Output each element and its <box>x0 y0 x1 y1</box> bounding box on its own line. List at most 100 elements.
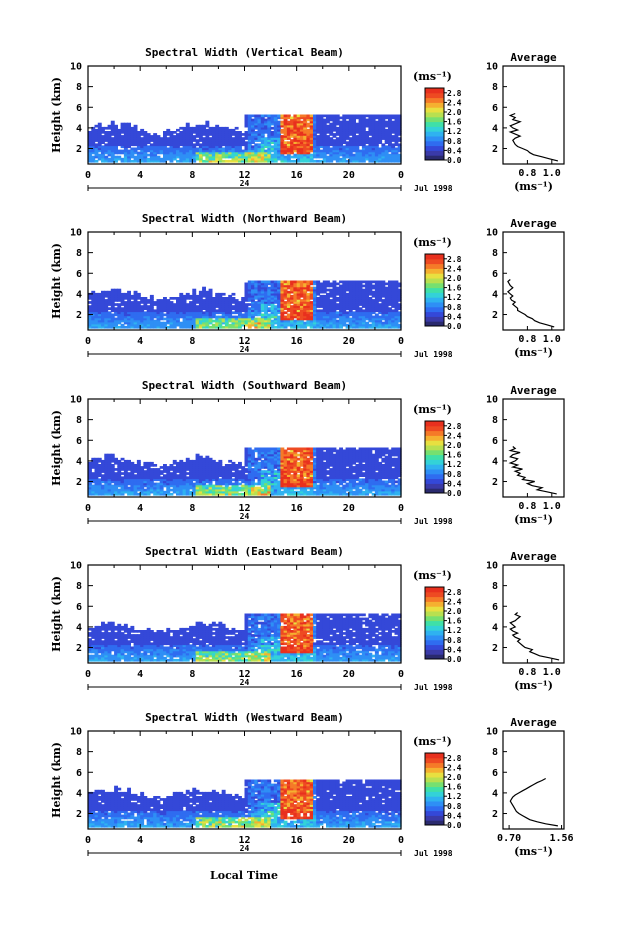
heatmap-cell <box>185 157 190 161</box>
heatmap-cell <box>153 313 158 317</box>
heatmap-cell <box>198 305 203 308</box>
heatmap-cell <box>224 325 229 329</box>
heatmap-cell <box>335 118 340 122</box>
heatmap-cell <box>205 315 210 319</box>
heatmap-cell <box>182 321 187 325</box>
heatmap-cell <box>388 120 392 124</box>
heatmap-cell <box>342 145 347 149</box>
heatmap-cell <box>339 133 343 136</box>
heatmap-cell <box>117 317 122 321</box>
heatmap-cell <box>163 470 167 473</box>
heatmap-cell <box>260 476 265 480</box>
heatmap-cell <box>257 153 262 157</box>
heatmap-cell <box>309 116 314 120</box>
heatmap-cell <box>127 317 131 321</box>
heatmap-cell <box>156 476 161 480</box>
heatmap-cell <box>182 143 187 147</box>
x-tick-label: 8 <box>189 170 195 181</box>
heatmap-cell <box>94 461 99 465</box>
heatmap-cell <box>179 486 184 490</box>
heatmap-cell <box>384 147 389 151</box>
heatmap-cell <box>257 288 262 292</box>
heatmap-cell <box>114 476 118 480</box>
heatmap-cell <box>247 323 252 327</box>
heatmap-cell <box>107 476 112 480</box>
heatmap-cell <box>286 459 291 463</box>
heatmap-cell <box>205 317 210 321</box>
heatmap-cell <box>104 319 109 323</box>
heatmap-cell <box>130 478 135 482</box>
heatmap-cell <box>264 461 268 465</box>
heatmap-cell <box>166 141 171 144</box>
heatmap-cell <box>303 478 308 482</box>
heatmap-cell <box>247 157 252 161</box>
heatmap-cell <box>156 470 161 473</box>
heatmap-cell <box>293 486 298 490</box>
heatmap-cell <box>244 288 249 292</box>
heatmap-cell <box>123 153 128 157</box>
heatmap-cell <box>110 137 115 140</box>
heatmap-cell <box>169 325 174 329</box>
heatmap-cell <box>293 484 298 488</box>
heatmap-cell <box>299 145 304 149</box>
heatmap-cell <box>378 311 383 315</box>
heatmap-cell <box>273 451 278 455</box>
heatmap-cell <box>146 311 151 315</box>
heatmap-cell <box>296 143 301 147</box>
heatmap-cell <box>277 143 281 147</box>
heatmap-cell <box>238 307 242 310</box>
heatmap-cell <box>202 476 206 480</box>
heatmap-cell <box>309 128 314 132</box>
heatmap-cell <box>280 492 285 496</box>
heatmap-cell <box>228 466 233 469</box>
heatmap-cell <box>234 157 239 161</box>
heatmap-cell <box>264 288 268 292</box>
heatmap-cell <box>205 319 210 323</box>
heatmap-cell <box>381 155 386 159</box>
heatmap-cell <box>110 126 115 130</box>
heatmap-cell <box>114 488 118 492</box>
heatmap-cell <box>127 294 131 298</box>
heatmap-cell <box>397 290 402 294</box>
heatmap-cell <box>381 122 386 126</box>
heatmap-cell <box>114 124 118 128</box>
heatmap-cell <box>257 151 262 155</box>
heatmap-cell <box>114 317 118 321</box>
heatmap-cell <box>303 451 308 455</box>
heatmap-cell <box>130 319 135 323</box>
heatmap-cell <box>335 153 340 157</box>
heatmap-cell <box>215 133 220 136</box>
heatmap-cell <box>316 459 321 463</box>
heatmap-cell <box>270 155 275 159</box>
heatmap-cell <box>117 309 122 313</box>
heatmap-cell <box>342 159 347 163</box>
heatmap-cell <box>358 131 363 134</box>
heatmap-cell <box>202 286 206 290</box>
heatmap-cell <box>260 309 265 313</box>
heatmap-cell <box>384 149 389 153</box>
heatmap-cell <box>211 147 216 151</box>
heatmap-cell <box>202 488 206 492</box>
colorbar-tick-label: 0.8 <box>447 137 462 146</box>
heatmap-cell <box>195 455 200 459</box>
heatmap-cell <box>182 484 187 488</box>
profile-x-tick-label: 1.0 <box>543 334 561 345</box>
heatmap-cell <box>257 486 262 490</box>
heatmap-cell <box>384 131 389 134</box>
heatmap-cell <box>352 303 356 306</box>
heatmap-cell <box>355 137 360 140</box>
heatmap-cell <box>309 470 314 473</box>
heatmap-cell <box>228 459 233 463</box>
heatmap-cell <box>394 284 399 288</box>
heatmap-cell <box>397 137 402 140</box>
heatmap-cell <box>218 305 223 308</box>
heatmap-cell <box>218 131 223 134</box>
heatmap-cell <box>251 478 255 482</box>
heatmap-cell <box>185 484 190 488</box>
heatmap-cell <box>348 284 353 288</box>
heatmap-cell <box>394 137 399 140</box>
heatmap-cell <box>286 307 291 310</box>
heatmap-cell <box>394 139 399 142</box>
heatmap-cell <box>296 325 301 329</box>
